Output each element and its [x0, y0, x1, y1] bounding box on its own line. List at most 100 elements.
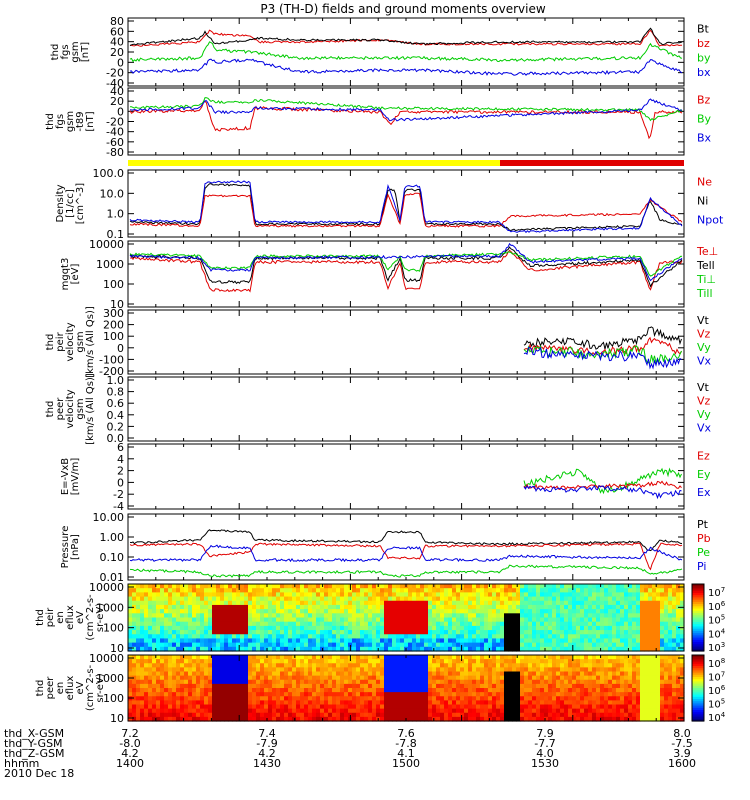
spectrogram-cell — [228, 675, 233, 681]
spectrogram-cell — [556, 655, 561, 660]
spectrogram-cell — [620, 659, 625, 664]
spectrogram-cell — [400, 634, 405, 640]
spectrogram-cell — [620, 704, 625, 710]
spectrogram-cell — [248, 692, 253, 697]
spectrogram-cell — [516, 696, 521, 701]
spectrogram-cell — [132, 700, 137, 706]
spectrogram-cell — [532, 683, 537, 689]
spectrogram-cell — [624, 600, 629, 606]
spectrogram-cell — [148, 613, 153, 619]
spectrogram — [128, 584, 685, 652]
spectrogram-cell — [536, 655, 541, 660]
spectrogram-cell — [260, 667, 265, 673]
spectrogram-cell — [596, 625, 601, 631]
spectrogram-cell — [424, 704, 429, 710]
spectrogram-cell — [444, 679, 449, 685]
spectrogram-cell — [512, 625, 517, 631]
spectrogram-cell — [308, 584, 313, 589]
spectrogram-cell — [668, 588, 673, 593]
y-axis-label: Density[1/cc][cm^-3] — [55, 183, 86, 224]
spectrogram-cell — [544, 646, 549, 652]
spectrogram-cell — [132, 604, 137, 610]
spectrogram-cell — [284, 679, 289, 685]
spectrogram-cell — [396, 596, 401, 602]
spectrogram-cell — [604, 708, 609, 714]
Ti-perp-line — [129, 251, 683, 277]
spectrogram-cell — [248, 630, 253, 635]
spectrogram-cell — [636, 655, 641, 660]
spectrogram-cell — [140, 716, 145, 722]
spectrogram-cell — [356, 671, 361, 677]
spectrogram-cell — [440, 683, 445, 689]
spectrogram-cell — [220, 617, 225, 623]
spectrogram-cell — [316, 588, 321, 593]
spectrogram-cell — [568, 716, 573, 722]
spectrogram-cell — [572, 659, 577, 664]
spectrogram-cell — [600, 596, 605, 602]
spectrogram-cell — [524, 716, 529, 722]
spectrogram-cell — [428, 704, 433, 710]
spectrogram-cell — [444, 634, 449, 640]
spectrogram-cell — [468, 655, 473, 660]
legend-bz: bz — [697, 37, 710, 50]
spectrogram-cell — [216, 663, 221, 668]
spectrogram-cell — [252, 716, 257, 722]
spectrogram-cell — [444, 712, 449, 718]
spectrogram-cell — [516, 642, 521, 648]
spectrogram-cell — [300, 625, 305, 631]
spectrogram-cell — [640, 667, 645, 673]
spectrogram-cell — [500, 584, 505, 589]
legend-Ez: Ez — [697, 450, 710, 463]
spectrogram-cell — [664, 617, 669, 623]
spectrogram-cell — [136, 600, 141, 606]
spectrogram-cell — [144, 596, 149, 602]
spectrogram-cell — [596, 716, 601, 722]
spectrogram-cell — [456, 630, 461, 635]
spectrogram-cell — [144, 712, 149, 718]
spectrogram-cell — [236, 716, 241, 722]
spectrogram-cell — [548, 659, 553, 664]
spectrogram-cell — [156, 659, 161, 664]
spectrogram-cell — [420, 700, 425, 706]
spectrogram-cell — [136, 584, 141, 589]
spectrogram-cell — [140, 604, 145, 610]
spectrogram-cell — [172, 642, 177, 648]
y-axis-label-line: sr-eV) — [95, 603, 106, 632]
spectrogram-cell — [680, 613, 685, 619]
spectrogram-cell — [136, 638, 141, 644]
spectrogram-cell — [384, 600, 389, 606]
spectrogram-cell — [680, 617, 685, 623]
spectrogram-cell — [176, 712, 181, 718]
spectrogram-cell — [260, 700, 265, 706]
spectrogram-cell — [168, 621, 173, 627]
spectrogram-cell — [228, 679, 233, 685]
spectrogram-cell — [512, 609, 517, 614]
spectrogram-cell — [368, 704, 373, 710]
spectrogram-cell — [568, 596, 573, 602]
spectrogram-cell — [144, 642, 149, 648]
spectrogram-cell — [176, 621, 181, 627]
spectrogram-cell — [228, 642, 233, 648]
spectrogram-cell — [288, 712, 293, 718]
spectrogram-cell — [196, 592, 201, 598]
y-axis-label-line: mgqt3 — [60, 258, 71, 291]
spectrogram-cell — [168, 708, 173, 714]
spectrogram-cell — [192, 634, 197, 640]
spectrogram-cell — [644, 671, 649, 677]
spectrogram-cell — [484, 646, 489, 652]
spectrogram-cell — [140, 646, 145, 652]
spectrogram-cell — [300, 655, 305, 660]
spectrogram-cell — [348, 688, 353, 693]
spectrogram-cell — [328, 683, 333, 689]
spectrogram-cell — [308, 667, 313, 673]
spectrogram-cell — [316, 609, 321, 614]
spectrogram-cell — [424, 634, 429, 640]
spectrogram-cell — [248, 663, 253, 668]
spectrogram-cell — [524, 613, 529, 619]
spectrogram-cell — [340, 692, 345, 697]
spectrogram-cell — [356, 625, 361, 631]
spectrogram-cell — [152, 600, 157, 606]
spectrogram-cell — [340, 696, 345, 701]
spectrogram-cell — [516, 604, 521, 610]
